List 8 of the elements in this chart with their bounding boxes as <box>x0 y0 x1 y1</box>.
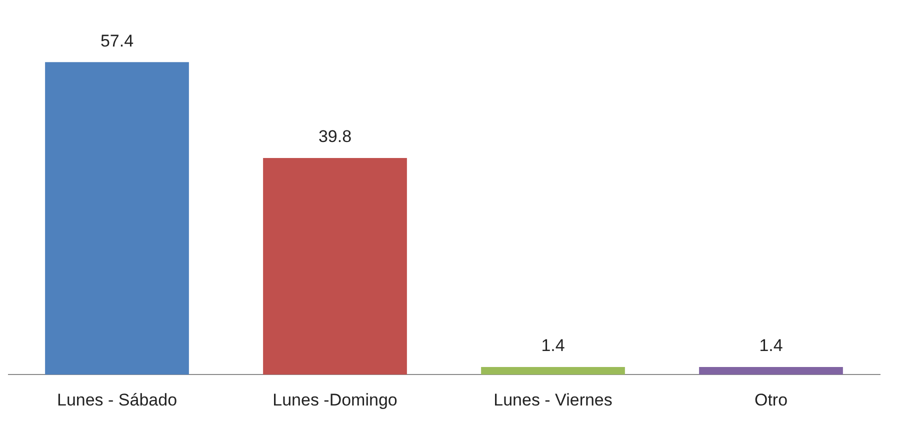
data-label: 39.8 <box>318 127 352 146</box>
x-tick-label: Lunes - Viernes <box>494 390 612 410</box>
x-tick-label: Lunes - Sábado <box>56 390 178 410</box>
data-label: 1.4 <box>541 336 565 356</box>
data-label: 1.4 <box>759 336 783 356</box>
x-tick-label: Lunes -Domingo <box>272 390 398 410</box>
x-tick-label: Otro <box>754 390 788 410</box>
data-label: 57.4 <box>100 31 134 50</box>
